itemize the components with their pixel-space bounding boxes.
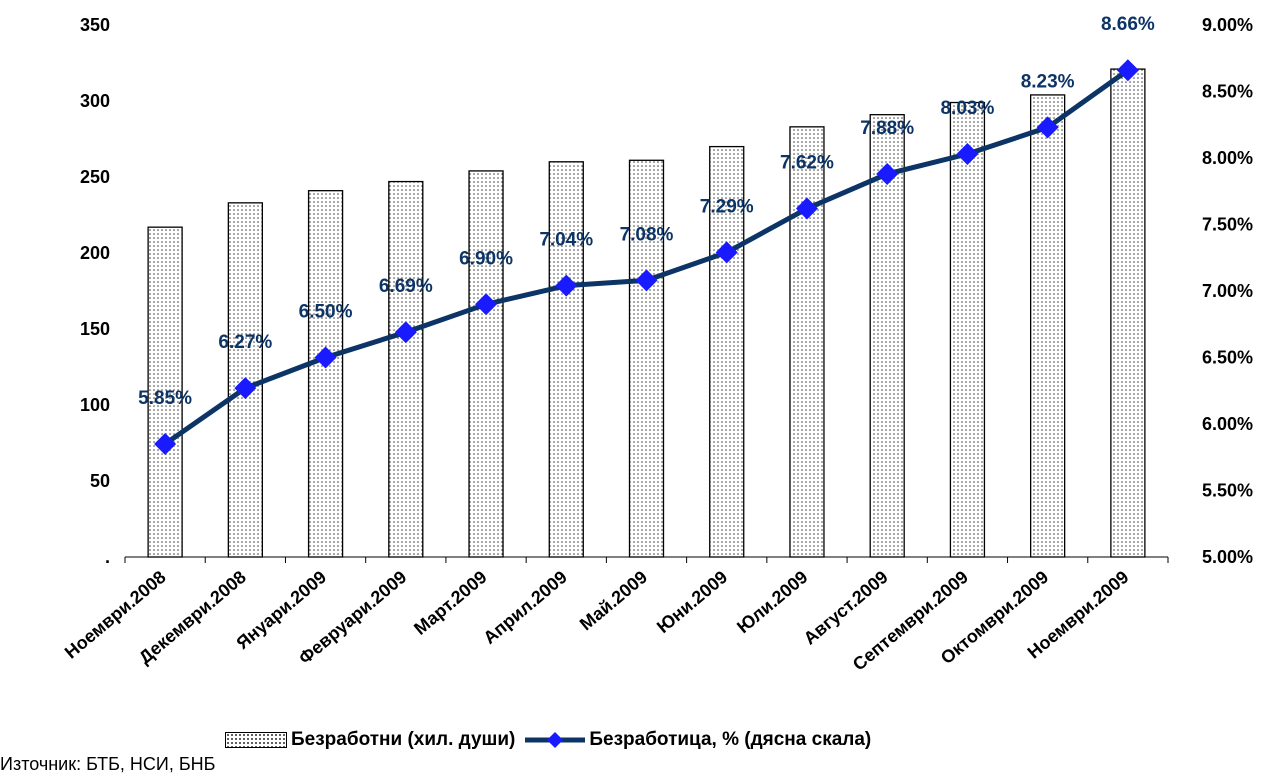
data-label: 6.90% [459, 248, 513, 269]
bar [628, 159, 665, 558]
source-note: Източник: БТБ, НСИ, БНБ [0, 754, 216, 774]
data-label: 5.85% [138, 388, 192, 409]
data-label: 6.27% [218, 332, 272, 353]
legend: Безработни (хил. души) Безработица, % (д… [225, 728, 871, 752]
category-label: Април.2009 [480, 567, 571, 648]
line-marker [956, 143, 979, 166]
data-label: 7.88% [860, 118, 914, 139]
data-label: 7.29% [700, 196, 754, 217]
right-axis-tick-label: 7.00% [1202, 281, 1253, 301]
bar [869, 114, 905, 558]
line-marker [475, 293, 498, 316]
left-axis-tick-label: 350 [80, 15, 110, 35]
category-label: Юни.2009 [653, 567, 731, 637]
line-marker [795, 197, 818, 220]
right-axis-tick-label: 8.00% [1202, 148, 1253, 168]
bar [949, 101, 986, 558]
category-label: Юли.2009 [733, 567, 811, 637]
axis-ticks: . 50 100 150 200 250 300 350 5.00% 5.50% 6.00% 6.50… [80, 15, 1253, 567]
data-label: 7.08% [620, 224, 674, 245]
left-axis-tick-label: 300 [80, 91, 110, 111]
right-axis-tick-label: 6.50% [1202, 348, 1253, 368]
bar [307, 190, 344, 558]
bar [147, 226, 183, 558]
data-label: 6.50% [299, 302, 353, 323]
line-marker [1116, 59, 1139, 82]
data-labels: 5.85% 6.27% 6.50% 6.69% 6.90% 7.04% 7.08% 7.29%… [138, 14, 1155, 409]
data-label: 8.03% [940, 98, 994, 119]
right-axis-tick-label: 6.00% [1202, 414, 1253, 434]
bar [1030, 94, 1066, 558]
right-axis-tick-label: 9.00% [1202, 15, 1253, 35]
left-axis-tick-label: 50 [90, 471, 110, 491]
bar [709, 145, 745, 558]
line-marker [715, 241, 738, 264]
line-marker [234, 377, 257, 400]
bar [548, 161, 584, 558]
line-marker [394, 321, 417, 344]
left-axis-tick-label: 100 [80, 395, 110, 415]
line-series [154, 59, 1139, 455]
line-marker [635, 269, 658, 292]
right-axis-tick-label: 5.50% [1202, 481, 1253, 501]
legend-bar-label: Безработни (хил. души) [291, 729, 516, 750]
data-label: 8.66% [1101, 14, 1155, 35]
left-axis-tick-label: . [105, 547, 110, 567]
data-label: 6.69% [379, 276, 433, 297]
bar [789, 126, 825, 558]
category-labels: Ноември.2008Декември.2008Януари.2009Февр… [61, 567, 1133, 675]
data-label: 7.04% [539, 230, 593, 251]
right-axis-tick-label: 5.00% [1202, 547, 1253, 567]
legend-bar-swatch [225, 732, 287, 748]
data-label: 7.62% [780, 153, 834, 174]
bar-series [147, 68, 1146, 558]
bar [468, 170, 504, 558]
line-marker [314, 346, 337, 369]
bar [388, 180, 424, 558]
right-axis-tick-label: 8.50% [1202, 82, 1253, 102]
line-marker [154, 432, 177, 455]
left-axis-tick-label: 200 [80, 243, 110, 263]
line-marker [1036, 116, 1059, 139]
left-axis-tick-label: 150 [80, 319, 110, 339]
left-axis-tick-label: 250 [80, 167, 110, 187]
line-marker [555, 274, 578, 297]
right-axis-tick-label: 7.50% [1202, 215, 1253, 235]
x-axis [124, 556, 1169, 563]
legend-line-label: Безработица, % (дясна скала) [589, 729, 872, 750]
data-label: 8.23% [1021, 71, 1075, 92]
legend-line-swatch [525, 732, 586, 748]
category-label: Май.2009 [576, 567, 651, 635]
line-marker [876, 162, 899, 185]
category-label: Март.2009 [410, 567, 490, 639]
bar [1110, 68, 1146, 558]
